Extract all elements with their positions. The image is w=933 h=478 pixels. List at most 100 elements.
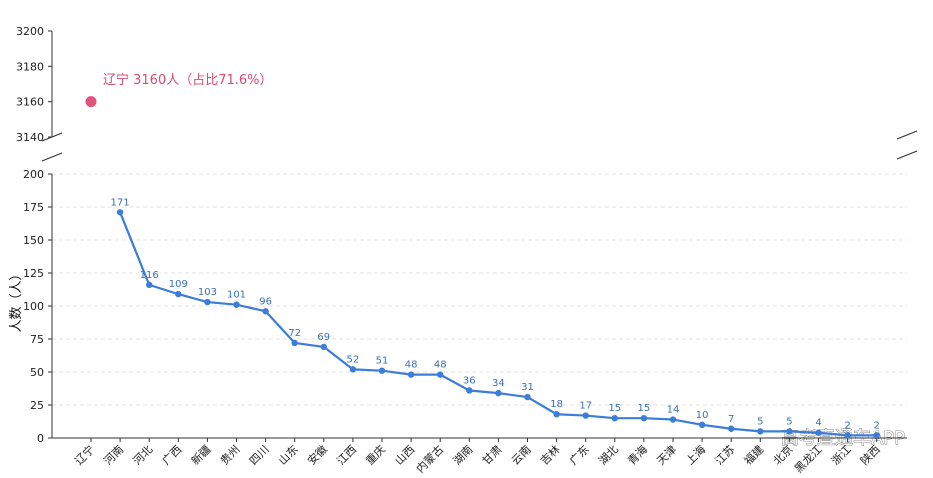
axis-break-mark — [41, 132, 63, 142]
data-point — [524, 393, 531, 401]
x-tick-label: 贵州 — [218, 443, 243, 468]
axis-break-mark — [41, 152, 63, 162]
data-point — [844, 432, 851, 439]
data-point — [698, 421, 706, 428]
data-label: 36 — [463, 375, 476, 386]
data-label: 2 — [844, 420, 850, 431]
x-tick-label: 山西 — [392, 443, 417, 468]
axis-break-mark — [896, 150, 918, 160]
data-label: 51 — [376, 356, 389, 367]
y-tick-label: 0 — [37, 432, 44, 445]
y-tick-label: 150 — [23, 234, 44, 247]
data-point — [378, 367, 386, 374]
data-label: 7 — [728, 414, 734, 425]
axis-layer: 02550751001251501752003140316031803200辽宁… — [16, 25, 918, 475]
y-tick-label: 125 — [23, 267, 44, 280]
data-label: 109 — [169, 279, 188, 290]
data-point — [175, 290, 182, 298]
y-tick-label: 75 — [30, 333, 44, 346]
data-label: 5 — [757, 416, 763, 427]
series-line — [119, 211, 877, 437]
data-label: 72 — [288, 328, 301, 339]
data-point — [728, 425, 735, 432]
data-label: 48 — [434, 360, 447, 371]
y-tick-label: 200 — [23, 168, 44, 181]
data-label: 14 — [667, 405, 680, 416]
x-tick-label: 重庆 — [363, 442, 388, 467]
data-point — [146, 281, 153, 289]
y-tick-label: 3140 — [16, 131, 44, 144]
data-point — [437, 371, 444, 378]
data-point — [495, 389, 502, 397]
y-tick-label: 50 — [30, 366, 44, 379]
x-tick-label: 云南 — [509, 443, 534, 468]
y-tick-label: 3180 — [16, 60, 44, 73]
y-tick-label: 100 — [23, 300, 44, 313]
data-label: 48 — [405, 360, 418, 371]
x-tick-label: 青海 — [625, 442, 650, 467]
x-tick-label: 福建 — [741, 442, 766, 467]
data-point — [757, 428, 764, 435]
grid-layer — [52, 173, 907, 406]
data-point — [553, 411, 560, 418]
x-tick-label: 江西 — [334, 443, 359, 468]
data-point — [116, 209, 124, 216]
data-label: 5 — [786, 416, 792, 427]
data-point — [262, 308, 269, 315]
data-label: 96 — [259, 296, 272, 307]
series-layer — [85, 96, 880, 439]
x-tick-label: 河北 — [131, 443, 156, 468]
data-label: 15 — [638, 403, 651, 414]
y-tick-label: 3160 — [16, 96, 44, 109]
x-tick-label: 湖北 — [596, 443, 621, 468]
data-label: 69 — [317, 332, 330, 343]
x-tick-label: 广西 — [160, 443, 185, 468]
x-tick-label: 江苏 — [713, 443, 738, 468]
x-tick-label: 广东 — [567, 443, 592, 468]
data-point — [466, 387, 473, 394]
axis-break-mark — [896, 130, 918, 140]
x-tick-label: 新疆 — [188, 442, 213, 467]
data-point — [291, 339, 298, 347]
data-label: 2 — [874, 420, 880, 431]
y-tick-label: 3200 — [16, 25, 44, 38]
data-label: 18 — [550, 399, 563, 410]
x-tick-label: 上海 — [683, 442, 708, 467]
data-point — [786, 428, 793, 435]
y-tick-label: 25 — [30, 399, 44, 412]
x-tick-label: 天津 — [654, 443, 679, 468]
data-point — [640, 415, 648, 422]
data-point — [611, 415, 618, 422]
data-label: 101 — [227, 290, 246, 301]
x-tick-label: 湖南 — [451, 443, 476, 468]
y-axis-label: 人数（人） — [9, 267, 24, 332]
data-label: 17 — [579, 401, 592, 412]
data-point — [349, 366, 357, 373]
data-label: 15 — [608, 403, 621, 414]
data-label: 10 — [696, 410, 709, 421]
data-label: 34 — [492, 378, 505, 389]
data-label: 103 — [198, 287, 217, 298]
data-point — [233, 301, 240, 308]
outlier-point — [85, 96, 97, 108]
outlier-callout: 辽宁 3160人（占比71.6%） — [103, 72, 273, 88]
data-point — [815, 429, 822, 436]
x-tick-label: 辽宁 — [72, 442, 97, 467]
x-tick-label: 吉林 — [537, 442, 562, 467]
data-point — [407, 371, 415, 378]
x-tick-label: 河南 — [101, 443, 126, 468]
x-tick-label: 甘肃 — [480, 443, 505, 468]
x-tick-label: 安徽 — [304, 442, 329, 467]
data-point — [204, 298, 211, 306]
data-label: 171 — [111, 197, 130, 208]
data-label: 4 — [815, 418, 821, 429]
x-tick-label: 四川 — [247, 443, 272, 468]
data-point — [669, 416, 677, 423]
y-tick-label: 175 — [23, 201, 44, 214]
data-label: 116 — [140, 270, 159, 281]
data-point — [320, 343, 327, 351]
x-tick-label: 内蒙古 — [413, 442, 446, 475]
data-label: 31 — [521, 382, 534, 393]
data-point — [582, 412, 589, 419]
